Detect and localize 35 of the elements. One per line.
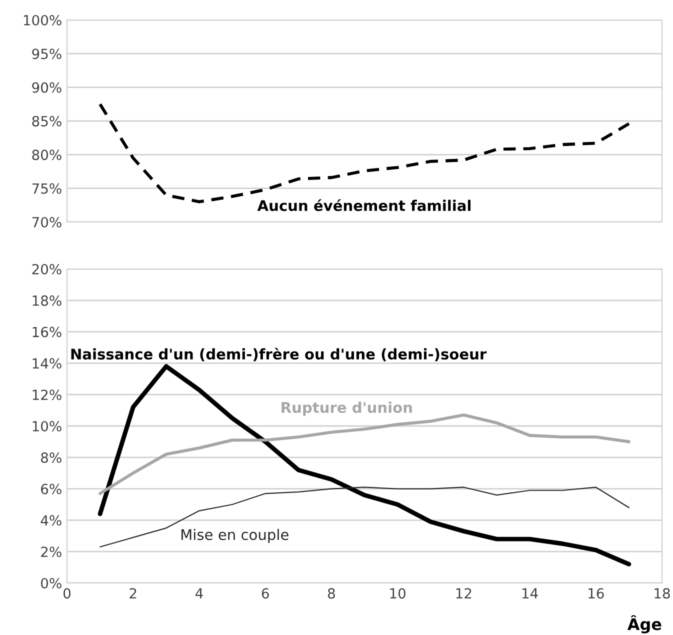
x-tick-label: 16 — [588, 588, 604, 599]
x-tick-label: 14 — [522, 588, 538, 598]
y-tick-label: 75% — [32, 183, 62, 194]
y-tick-label: 20% — [32, 264, 62, 274]
y-tick-label: 100% — [24, 14, 62, 26]
series-label: Rupture d'union — [282, 402, 412, 416]
x-tick-label: 18 — [654, 588, 670, 599]
y-tick-label: 10% — [32, 420, 62, 432]
y-tick-label: 90% — [32, 82, 62, 93]
x-tick-label: 4 — [195, 588, 203, 598]
y-tick-label: 14% — [32, 358, 62, 369]
x-tick-label: 2 — [130, 588, 136, 598]
y-tick-label: 80% — [32, 150, 62, 160]
text: Naissance d'un (demi-)frère ou d'une (demi-)soeur — [71, 348, 487, 362]
line-series — [98, 364, 632, 566]
y-tick-label: 0% — [41, 578, 62, 588]
x-tick-label: 8 — [328, 588, 335, 599]
x-tick-label: 10 — [390, 588, 406, 599]
x-axis-title: Âge — [627, 615, 662, 634]
y-tick-label: 6% — [41, 484, 62, 494]
series-label: Aucun événement familial — [257, 199, 470, 212]
y-tick-label: 16% — [32, 326, 62, 338]
line-series — [100, 486, 630, 548]
y-tick-label: 8% — [41, 452, 62, 463]
y-tick-label: 12% — [32, 390, 62, 400]
y-tick-label: 85% — [32, 116, 62, 126]
y-tick-label: 95% — [32, 48, 62, 60]
y-tick-label: 2% — [41, 546, 62, 558]
x-tick-label: 12 — [456, 588, 472, 598]
x-tick-label: 0 — [63, 588, 70, 599]
series-label: Mise en couple — [181, 528, 288, 543]
y-tick-label: 18% — [32, 295, 62, 306]
y-tick-label: 70% — [32, 216, 62, 228]
y-tick-label: 4% — [40, 515, 62, 526]
x-tick-label: 6 — [262, 588, 269, 599]
